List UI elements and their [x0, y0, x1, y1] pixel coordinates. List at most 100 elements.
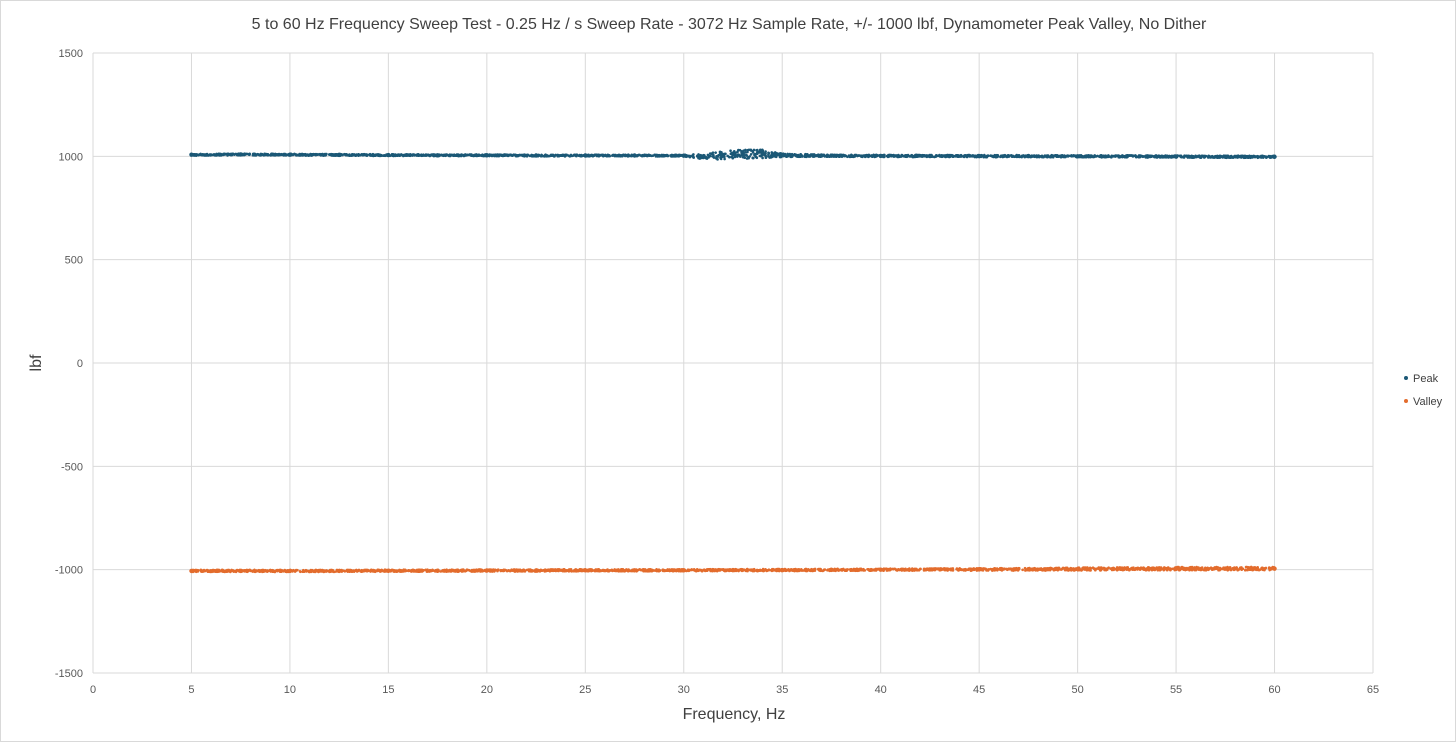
data-point	[1223, 568, 1226, 571]
data-point	[377, 154, 381, 157]
data-point	[714, 151, 717, 154]
data-point	[606, 569, 610, 573]
data-point	[615, 154, 618, 158]
data-point	[1246, 568, 1249, 572]
data-point	[304, 568, 308, 572]
x-tick-label: 5	[188, 684, 194, 696]
data-point	[232, 570, 236, 573]
data-point	[236, 153, 240, 157]
data-point	[918, 567, 922, 571]
data-point	[588, 154, 592, 158]
data-point	[778, 154, 782, 158]
data-point	[248, 568, 252, 572]
data-point	[1111, 567, 1114, 570]
data-point	[1008, 567, 1012, 570]
data-point	[531, 569, 534, 572]
data-point	[626, 155, 630, 158]
data-point	[635, 154, 639, 158]
data-point	[1199, 568, 1202, 572]
data-point	[678, 153, 681, 157]
series-peak	[189, 148, 1277, 161]
data-point	[640, 154, 644, 158]
data-point	[1251, 155, 1254, 158]
data-point	[325, 570, 328, 573]
data-point	[536, 154, 540, 158]
data-point	[1233, 566, 1236, 569]
data-point	[764, 154, 768, 158]
data-point	[1194, 567, 1198, 571]
data-point	[1097, 566, 1101, 569]
y-tick-label: 1500	[59, 48, 83, 60]
data-point	[1142, 568, 1146, 572]
data-point	[259, 153, 262, 157]
data-point	[966, 568, 969, 572]
data-point	[479, 569, 482, 573]
data-point	[394, 153, 397, 156]
data-point	[983, 153, 986, 157]
data-point	[702, 153, 705, 157]
data-point	[837, 568, 840, 571]
y-tick-label: 500	[65, 255, 83, 267]
data-point	[308, 569, 311, 573]
data-point	[251, 570, 255, 573]
data-point	[1186, 155, 1189, 158]
data-point	[197, 153, 200, 157]
data-point	[1153, 154, 1157, 158]
legend-label-peak: Peak	[1413, 373, 1439, 385]
data-point	[1256, 565, 1259, 569]
data-point	[513, 570, 517, 573]
data-point	[1150, 154, 1154, 158]
data-point	[614, 569, 618, 572]
data-point	[666, 568, 670, 571]
data-point	[1085, 566, 1088, 570]
data-point	[821, 569, 825, 573]
y-axis-title: lbf	[28, 354, 45, 371]
data-point	[709, 154, 712, 158]
data-point	[1042, 155, 1045, 159]
data-point	[1063, 154, 1066, 158]
data-point	[396, 154, 400, 157]
data-point	[336, 570, 339, 573]
data-point	[539, 568, 543, 572]
data-point	[1057, 566, 1061, 570]
data-point	[626, 569, 630, 573]
data-point	[505, 569, 509, 573]
data-point	[561, 154, 564, 157]
data-point	[706, 153, 710, 157]
data-point	[779, 568, 782, 572]
data-point	[760, 151, 764, 155]
data-point	[595, 569, 599, 572]
x-tick-label: 15	[382, 684, 394, 696]
data-point	[1240, 566, 1243, 569]
data-point	[318, 568, 322, 572]
data-point	[892, 155, 896, 158]
data-point	[865, 154, 868, 158]
data-point	[276, 569, 279, 573]
data-point	[344, 153, 347, 156]
data-point	[574, 154, 578, 157]
data-point	[1040, 568, 1044, 571]
data-point	[978, 154, 982, 157]
data-point	[930, 154, 933, 157]
data-point	[1261, 566, 1264, 570]
data-point	[741, 151, 745, 155]
data-point	[807, 154, 811, 157]
data-point	[698, 155, 702, 159]
data-point	[525, 154, 529, 158]
data-point	[874, 569, 878, 572]
data-point	[742, 154, 746, 158]
data-point	[1076, 566, 1080, 570]
data-point	[756, 148, 759, 152]
data-point	[719, 157, 723, 161]
data-point	[1022, 154, 1025, 157]
data-point	[551, 153, 554, 157]
data-point	[589, 569, 593, 573]
data-point	[765, 569, 769, 572]
data-point	[1190, 154, 1193, 158]
data-point	[813, 568, 816, 572]
data-point	[322, 154, 326, 157]
data-point	[812, 155, 816, 158]
data-point	[361, 153, 365, 156]
data-point	[902, 569, 906, 572]
